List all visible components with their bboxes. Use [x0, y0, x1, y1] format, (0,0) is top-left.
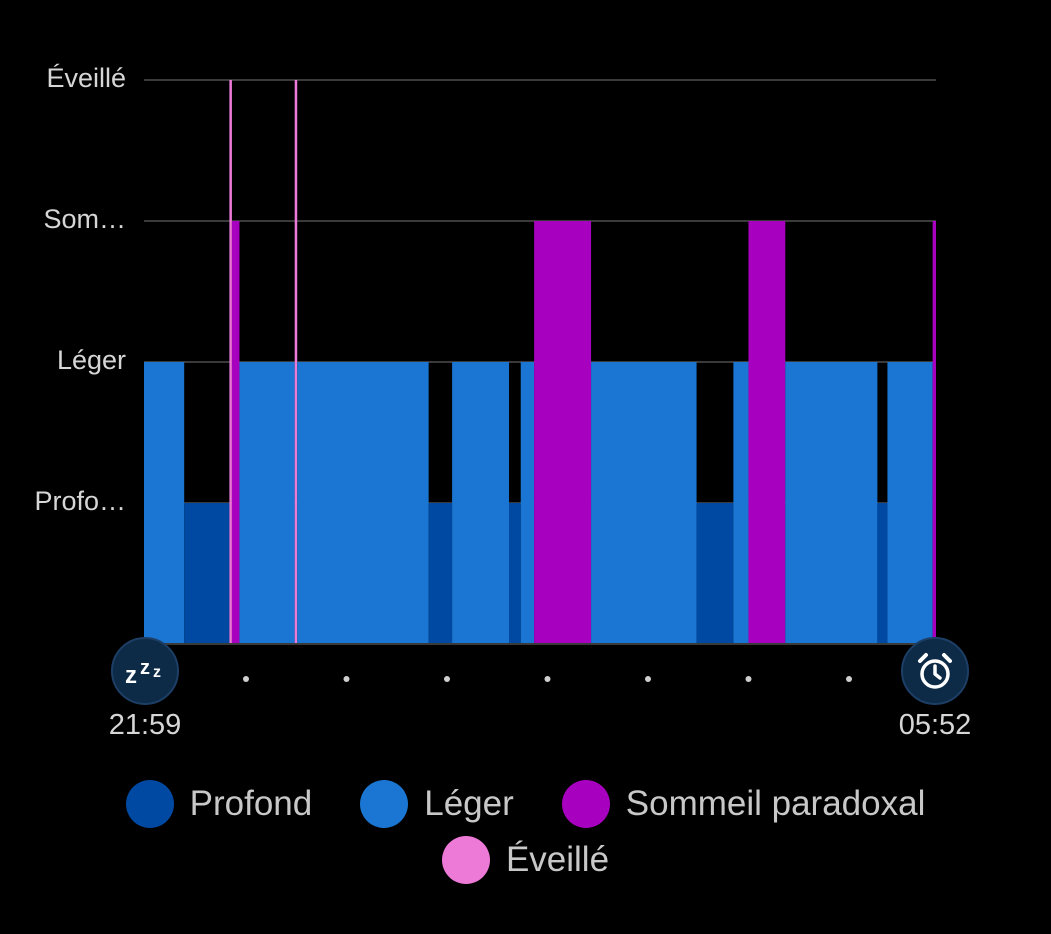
alarm-clock-icon — [918, 653, 952, 689]
svg-text:z: z — [153, 664, 161, 681]
legend-label-awake: Éveillé — [505, 840, 610, 879]
stage-bars — [144, 80, 936, 644]
x-tick-dot-7 — [846, 676, 852, 682]
x-tick-dot-2 — [343, 676, 350, 682]
svg-text:z: z — [140, 657, 150, 679]
bar-light-14 — [733, 362, 749, 644]
bar-light-8 — [452, 362, 510, 644]
y-axis-label-3: Som… — [43, 204, 126, 234]
bar-light-12 — [591, 362, 697, 644]
legend-swatch-awake — [441, 836, 490, 884]
bar-rem-15 — [748, 221, 786, 644]
legend-item-rem: Sommeil paradoxal — [561, 780, 926, 828]
start-time-label: 21:59 — [108, 709, 182, 741]
x-tick-dot-6 — [745, 676, 752, 682]
legend-item-deep: Profond — [125, 780, 313, 828]
end-time-label: 05:52 — [898, 709, 972, 741]
svg-text:z: z — [125, 662, 137, 689]
bar-light-10 — [520, 362, 535, 644]
bar-awake-5 — [294, 80, 298, 644]
x-tick-dot-1 — [243, 676, 249, 682]
bar-rem-19 — [932, 221, 936, 644]
bar-light-0 — [144, 362, 185, 644]
bar-awake-2 — [229, 80, 232, 644]
sleep-zzz-icon: z z z — [125, 657, 161, 689]
wake-end-badge — [901, 637, 969, 705]
bar-deep-1 — [184, 503, 230, 644]
legend-swatch-light — [360, 780, 409, 828]
legend-row-1: Profond Léger Sommeil paradoxal — [0, 776, 1051, 832]
bar-rem-11 — [534, 221, 592, 644]
legend: Profond Léger Sommeil paradoxal Éveillé — [0, 776, 1051, 888]
bar-deep-9 — [509, 503, 521, 644]
y-axis-label-1: Profo… — [34, 486, 126, 516]
y-axis-label-2: Léger — [56, 345, 126, 375]
x-tick-dot-4 — [544, 676, 551, 682]
legend-label-rem: Sommeil paradoxal — [625, 784, 926, 823]
legend-label-deep: Profond — [189, 784, 313, 823]
legend-label-light: Léger — [424, 784, 514, 823]
legend-row-2: Éveillé — [0, 832, 1051, 888]
bar-light-6 — [297, 362, 429, 644]
bar-light-18 — [887, 362, 933, 644]
sleep-start-badge: z z z — [111, 637, 179, 705]
bar-deep-17 — [877, 503, 888, 644]
bar-deep-13 — [696, 503, 734, 644]
y-axis-label-4: Éveillé — [46, 63, 126, 93]
x-tick-dot-3 — [444, 676, 450, 682]
x-axis-ticks — [243, 676, 852, 682]
x-tick-dot-5 — [645, 676, 651, 682]
legend-swatch-deep — [125, 780, 174, 828]
legend-swatch-rem — [561, 780, 610, 828]
legend-item-light: Léger — [360, 780, 514, 828]
bar-deep-7 — [428, 503, 453, 644]
legend-item-awake: Éveillé — [441, 836, 610, 884]
hypnogram-chart — [144, 79, 936, 682]
bar-rem-3 — [231, 221, 240, 644]
bar-light-4 — [239, 362, 295, 644]
bar-light-16 — [785, 362, 878, 644]
